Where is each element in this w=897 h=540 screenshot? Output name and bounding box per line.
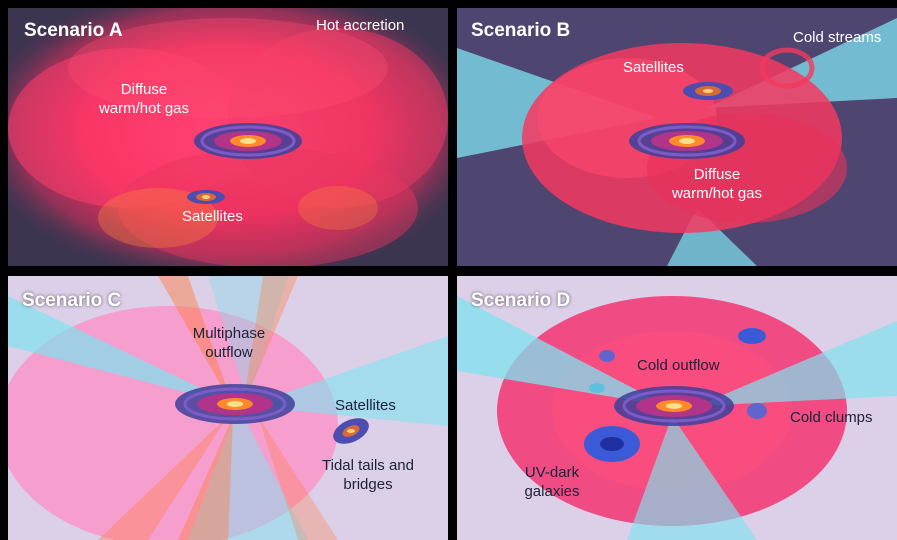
central-galaxy-icon <box>175 384 295 424</box>
scenario-b-title: Scenario B <box>471 20 571 41</box>
satellites-label: Satellites <box>335 397 396 414</box>
central-galaxy-icon <box>194 123 302 159</box>
uv-dark-galaxies-label: UV-dark galaxies <box>524 464 580 500</box>
satellite-galaxy-icon <box>187 190 225 204</box>
cold-outflow-label: Cold outflow <box>637 357 720 374</box>
panel-scenario-d: Scenario D Cold outflow Cold clumps UV-d… <box>457 276 897 540</box>
cold-streams-label: Cold streams <box>793 29 882 46</box>
scenario-d-title: Scenario D <box>471 290 571 311</box>
panel-scenario-b: Scenario B Cold streams Satellites Diffu… <box>457 8 897 266</box>
central-galaxy-icon <box>614 386 734 426</box>
satellites-label: Satellites <box>623 59 684 76</box>
panel-scenario-a: Scenario A Hot accretion Diffuse warm/ho… <box>8 8 448 266</box>
scenario-a-title: Scenario A <box>24 20 123 41</box>
tidal-tails-label: Tidal tails and bridges <box>322 457 414 493</box>
cold-clumps-label: Cold clumps <box>790 409 873 426</box>
satellite-galaxy-icon <box>683 82 733 100</box>
diffuse-gas-label: Diffuse warm/hot gas <box>671 166 763 202</box>
satellite-galaxy-icon <box>333 418 369 444</box>
scenario-c-illustration <box>8 276 448 540</box>
diffuse-gas-label: Diffuse warm/hot gas <box>98 81 190 117</box>
panel-scenario-c: Scenario C Multiphase outflow Satellites… <box>8 276 448 540</box>
central-galaxy-icon <box>629 123 745 159</box>
scenario-c-title: Scenario C <box>22 290 122 311</box>
hot-accretion-label: Hot accretion <box>316 17 405 34</box>
multiphase-outflow-label: Multiphase outflow <box>192 325 266 361</box>
satellites-label: Satellites <box>182 208 243 225</box>
